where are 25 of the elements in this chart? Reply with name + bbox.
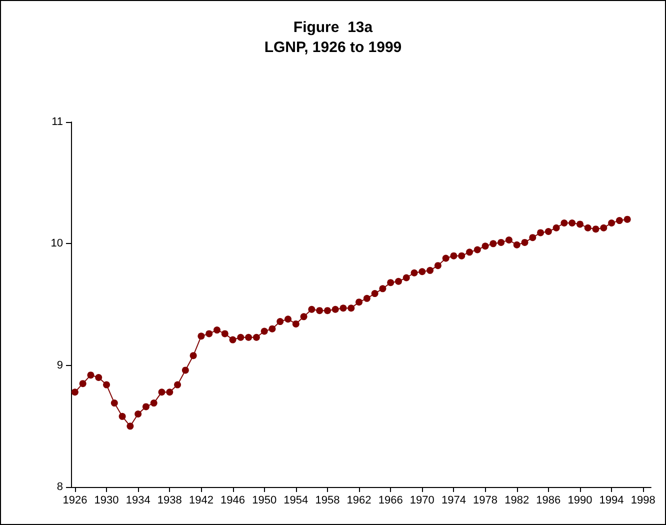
y-tick-label: 11 bbox=[52, 116, 63, 128]
x-tick-label: 1982 bbox=[504, 494, 530, 506]
x-tick-label: 1946 bbox=[220, 494, 246, 506]
x-tick-label: 1930 bbox=[94, 494, 119, 506]
x-tick-label: 1978 bbox=[473, 494, 498, 506]
x-tick-label: 1958 bbox=[315, 494, 340, 506]
chart-title: Figure 13a bbox=[293, 19, 374, 36]
x-tick-label: 1950 bbox=[252, 494, 277, 506]
y-tick-label: 8 bbox=[56, 481, 63, 493]
x-tick-label: 1986 bbox=[536, 494, 561, 506]
chart-subtitle: LGNP, 1926 to 1999 bbox=[264, 39, 402, 56]
x-tick-label: 1994 bbox=[599, 494, 624, 506]
y-tick-label: 9 bbox=[56, 359, 63, 372]
x-tick-label: 1990 bbox=[568, 494, 592, 506]
x-tick-label: 1974 bbox=[441, 494, 466, 506]
x-tick-label: 1938 bbox=[157, 494, 182, 506]
x-tick-label: 1954 bbox=[284, 494, 308, 506]
x-tick-label: 1942 bbox=[188, 494, 214, 506]
x-tick-label: 1962 bbox=[346, 494, 372, 506]
y-tick-label: 10 bbox=[50, 238, 63, 250]
x-tick-label: 1966 bbox=[378, 494, 403, 506]
x-tick-label: 1926 bbox=[62, 494, 88, 506]
x-tick-label: 1998 bbox=[630, 494, 656, 506]
x-tick-label: 1970 bbox=[410, 494, 434, 506]
x-tick-label: 1934 bbox=[126, 494, 150, 506]
